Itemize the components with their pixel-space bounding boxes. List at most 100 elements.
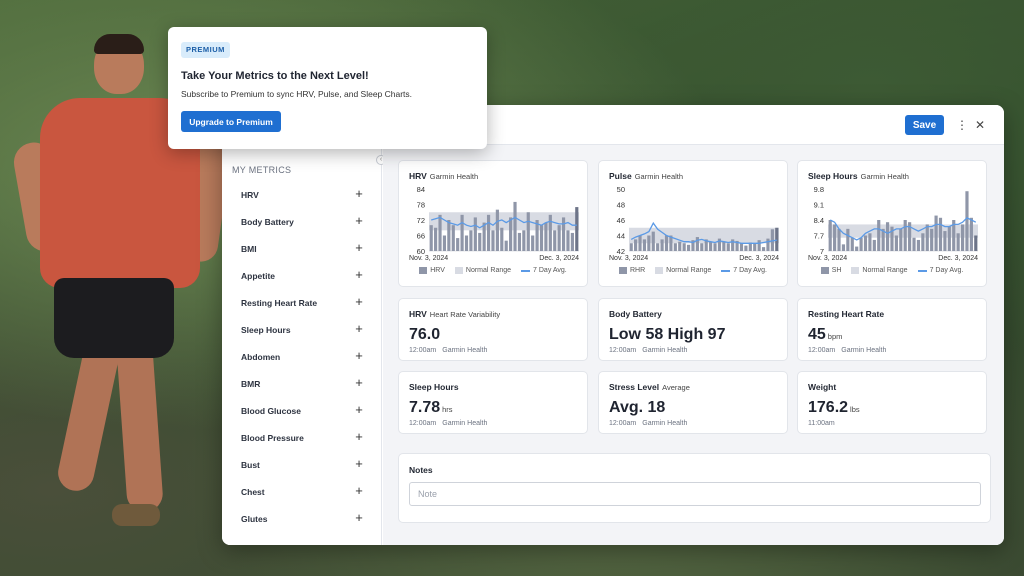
bar bbox=[634, 239, 638, 251]
chart-card-sleep-hours[interactable]: Sleep Hours Garmin Health 7 7.7 8.4 9.1 9.8 No… bbox=[797, 160, 987, 287]
upgrade-to-premium-button[interactable]: Upgrade to Premium bbox=[181, 111, 281, 132]
sidebar-item-glutes[interactable]: Glutes + bbox=[222, 506, 382, 533]
bar bbox=[442, 235, 447, 251]
bar bbox=[669, 235, 673, 251]
sidebar-item-label: BMI bbox=[241, 244, 257, 254]
avg-line bbox=[630, 221, 777, 244]
bar bbox=[726, 243, 730, 251]
bar bbox=[744, 245, 748, 251]
bar bbox=[868, 233, 872, 251]
bar bbox=[916, 239, 921, 251]
y-tick-label: 46 bbox=[617, 216, 625, 225]
more-options-icon[interactable]: ⋮ bbox=[956, 118, 968, 132]
sidebar-item-sleep-hours[interactable]: Sleep Hours + bbox=[222, 317, 382, 344]
bar bbox=[575, 207, 579, 251]
bar bbox=[938, 217, 943, 251]
bar bbox=[700, 243, 704, 251]
bar bbox=[682, 243, 686, 251]
add-metric-plus-icon[interactable]: + bbox=[355, 402, 363, 417]
bar bbox=[903, 220, 907, 251]
bar bbox=[647, 235, 651, 251]
save-button[interactable]: Save bbox=[905, 115, 944, 135]
sidebar-item-bust[interactable]: Bust + bbox=[222, 452, 382, 479]
metrics-window: Save ⋮ ✕ MY METRICS ‹ HRV + Body Battery + B… bbox=[222, 105, 1004, 545]
bar bbox=[656, 243, 660, 251]
bar bbox=[894, 235, 898, 251]
sidebar-item-bmr[interactable]: BMR + bbox=[222, 371, 382, 398]
stat-footer: 12:00am Garmin Health bbox=[409, 420, 488, 427]
bar bbox=[469, 230, 473, 251]
bar bbox=[509, 217, 513, 251]
add-metric-plus-icon[interactable]: + bbox=[355, 456, 363, 471]
stat-card-sleep-hours[interactable]: Sleep Hours 7.78 hrs 12:00am Garmin Health bbox=[398, 371, 588, 434]
add-metric-plus-icon[interactable]: + bbox=[355, 294, 363, 309]
sidebar-item-hrv[interactable]: HRV + bbox=[222, 182, 382, 209]
normal-range-band bbox=[828, 224, 978, 238]
y-tick-label: 44 bbox=[617, 232, 625, 241]
bar bbox=[473, 217, 477, 251]
bar bbox=[956, 233, 960, 251]
sidebar-item-label: Chest bbox=[241, 487, 265, 497]
sidebar-item-label: Bust bbox=[241, 460, 260, 470]
bar bbox=[731, 239, 735, 251]
y-tick-label: 72 bbox=[417, 216, 425, 225]
bar bbox=[766, 238, 770, 251]
bar bbox=[925, 224, 929, 251]
bar bbox=[877, 220, 881, 251]
bar bbox=[553, 230, 557, 251]
sidebar-item-blood-pressure[interactable]: Blood Pressure + bbox=[222, 425, 382, 452]
stat-value: 7.78 hrs bbox=[409, 399, 453, 416]
bar bbox=[748, 242, 752, 251]
sidebar-title: MY METRICS bbox=[232, 165, 292, 175]
bar bbox=[695, 237, 699, 251]
stat-title: Resting Heart Rate bbox=[808, 309, 885, 319]
stat-footer: 12:00am Garmin Health bbox=[409, 347, 488, 354]
bar bbox=[526, 212, 530, 251]
add-metric-plus-icon[interactable]: + bbox=[355, 240, 363, 255]
y-tick-label: 42 bbox=[617, 247, 625, 256]
bar bbox=[885, 222, 890, 251]
stat-card-hrv[interactable]: HRV Heart Rate Variability 76.0 12:00am Ga… bbox=[398, 298, 588, 361]
add-metric-plus-icon[interactable]: + bbox=[355, 429, 363, 444]
x-start-label: Nov. 3, 2024 bbox=[609, 255, 648, 262]
notes-title: Notes bbox=[409, 465, 433, 475]
close-icon[interactable]: ✕ bbox=[974, 118, 986, 132]
sidebar-item-blood-glucose[interactable]: Blood Glucose + bbox=[222, 398, 382, 425]
stat-card-weight[interactable]: Weight 176.2 lbs 11:00am bbox=[797, 371, 987, 434]
chart-title: Pulse Garmin Health bbox=[609, 171, 684, 181]
add-metric-plus-icon[interactable]: + bbox=[355, 213, 363, 228]
note-input[interactable] bbox=[409, 482, 981, 506]
add-metric-plus-icon[interactable]: + bbox=[355, 375, 363, 390]
chart-card-hrv[interactable]: HRV Garmin Health 60 66 72 78 84 Nov. 3, 2024 D… bbox=[398, 160, 588, 287]
bar bbox=[447, 220, 451, 251]
add-metric-plus-icon[interactable]: + bbox=[355, 510, 363, 525]
bar bbox=[974, 235, 978, 251]
sidebar-item-abdomen[interactable]: Abdomen + bbox=[222, 344, 382, 371]
stat-card-body-battery[interactable]: Body Battery Low 58 High 97 12:00am Garmi… bbox=[598, 298, 788, 361]
sidebar-item-chest[interactable]: Chest + bbox=[222, 479, 382, 506]
chart-card-pulse[interactable]: Pulse Garmin Health 42 44 46 48 50 Nov. 3, 202… bbox=[598, 160, 788, 287]
add-metric-plus-icon[interactable]: + bbox=[355, 321, 363, 336]
bar bbox=[965, 191, 969, 251]
stat-card-stress-level[interactable]: Stress Level Average Avg. 18 12:00am Garmi… bbox=[598, 371, 788, 434]
stat-card-resting-heart-rate[interactable]: Resting Heart Rate 45 bpm 12:00am Garmin H… bbox=[797, 298, 987, 361]
chart-title: Sleep Hours Garmin Health bbox=[808, 171, 909, 181]
sidebar-item-resting-heart-rate[interactable]: Resting Heart Rate + bbox=[222, 290, 382, 317]
bar bbox=[837, 228, 841, 251]
add-metric-plus-icon[interactable]: + bbox=[355, 348, 363, 363]
bar bbox=[673, 243, 677, 251]
bar bbox=[678, 241, 682, 251]
bar bbox=[855, 246, 859, 251]
stat-value: 76.0 bbox=[409, 326, 441, 343]
bar bbox=[881, 228, 885, 251]
premium-badge: PREMIUM bbox=[181, 42, 230, 58]
x-end-label: Dec. 3, 2024 bbox=[938, 255, 978, 262]
sidebar-item-bmi[interactable]: BMI + bbox=[222, 236, 382, 263]
add-metric-plus-icon[interactable]: + bbox=[355, 483, 363, 498]
add-metric-plus-icon[interactable]: + bbox=[355, 186, 363, 201]
bar bbox=[464, 235, 469, 251]
sidebar-item-body-battery[interactable]: Body Battery + bbox=[222, 209, 382, 236]
sidebar-item-appetite[interactable]: Appetite + bbox=[222, 263, 382, 290]
bar bbox=[960, 224, 965, 251]
add-metric-plus-icon[interactable]: + bbox=[355, 267, 363, 282]
